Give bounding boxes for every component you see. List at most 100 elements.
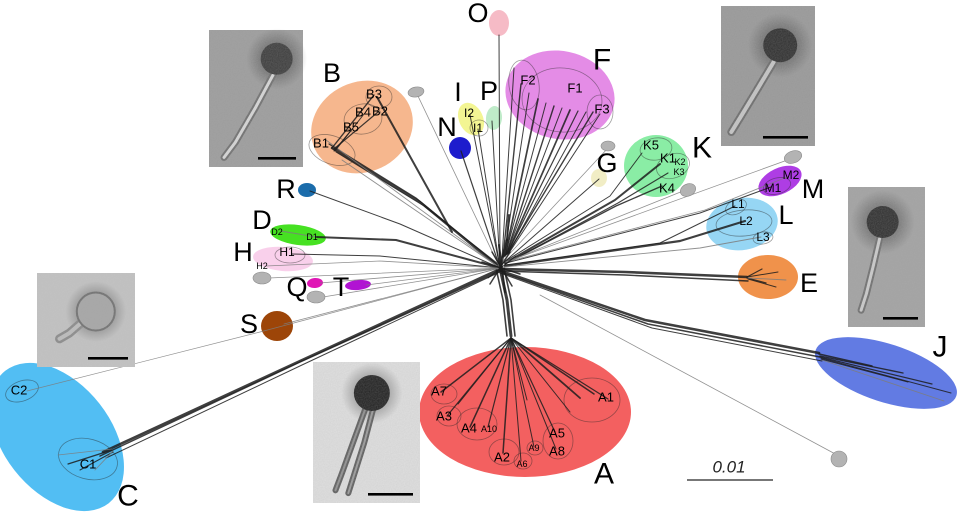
network-edge — [79, 451, 114, 471]
cluster-A-sublabel-A1: A1 — [598, 390, 614, 405]
network-edge — [291, 253, 501, 269]
network-edge — [505, 157, 794, 263]
cluster-I-sublabel-I2: I2 — [464, 106, 474, 120]
network-edge — [491, 120, 501, 269]
cluster-S-label: S — [240, 309, 258, 339]
cluster-N-ellipse — [449, 137, 471, 159]
network-edge — [510, 337, 557, 450]
cluster-M-ellipse — [758, 165, 802, 197]
cluster-C-suboutline-0 — [5, 379, 39, 403]
cluster-H-ellipse — [253, 246, 313, 272]
network-edge — [325, 139, 501, 269]
network-edge — [335, 151, 503, 268]
cluster-A-sublabel-A7: A7 — [431, 384, 447, 399]
cluster-B-suboutline-0 — [308, 134, 356, 166]
network-edge — [283, 267, 501, 325]
em-phage-bottom-left-scale-bar — [88, 357, 128, 360]
cluster-M-sublabel-M1: M1 — [765, 181, 782, 195]
cluster-A-sublabel-A5: A5 — [549, 426, 565, 441]
network-edge — [268, 267, 501, 279]
network-edge — [820, 358, 909, 383]
network-edge — [376, 96, 453, 233]
network-edge — [746, 268, 763, 278]
em-phage-right — [848, 187, 925, 327]
network-edge — [505, 176, 788, 263]
network-edge — [820, 357, 952, 394]
cluster-A-sublabel-A10: A10 — [481, 424, 497, 434]
network-edge — [510, 337, 528, 401]
network-edge — [510, 337, 609, 400]
network-edge — [101, 267, 502, 454]
cluster-D-sublabel-D2: D2 — [271, 227, 283, 237]
network-edge — [365, 267, 501, 286]
network-edge — [819, 355, 904, 374]
network-edge — [99, 270, 501, 457]
cluster-H-label: H — [233, 237, 253, 267]
em-phage-bottom-center-grain — [313, 362, 420, 503]
network-edge — [510, 337, 571, 413]
network-edge — [505, 188, 689, 263]
network-edge — [506, 110, 579, 255]
em-phage-top-left-grain — [209, 30, 303, 167]
subcluster-outlines-layer — [5, 59, 792, 481]
cluster-K-sublabel-K5: K5 — [643, 138, 659, 153]
cluster-P-label: P — [480, 76, 498, 106]
network-edge — [504, 98, 539, 257]
cluster-A-sublabel-A6: A6 — [516, 459, 527, 469]
em-phage-top-right-scale-bar — [763, 136, 808, 139]
network-edge — [501, 147, 609, 263]
cluster-O-ellipse — [489, 10, 509, 36]
em-phage-right-grain — [848, 187, 925, 327]
cluster-D-label: D — [252, 205, 272, 235]
gray-node-2 — [680, 183, 696, 197]
cluster-B-sublabel-B3: B3 — [366, 87, 382, 102]
gray-node-0 — [407, 86, 425, 98]
cluster-H-sublabel-H1: H1 — [279, 245, 295, 259]
network-edge — [504, 185, 663, 265]
cluster-T-ellipse — [345, 279, 371, 291]
network-edge — [747, 278, 777, 288]
network-edge — [319, 267, 501, 284]
cluster-C-label: C — [117, 480, 139, 513]
cluster-A-suboutline-5 — [513, 452, 533, 470]
cluster-L-sublabel-L3: L3 — [756, 230, 770, 244]
network-edge — [416, 93, 501, 269]
cluster-K-suboutline-0 — [639, 137, 673, 161]
cluster-N-label: N — [437, 112, 457, 142]
cluster-F-sublabel-F1: F1 — [567, 81, 582, 96]
cluster-A-sublabel-A4: A4 — [461, 421, 477, 436]
cluster-C-sublabel-C2: C2 — [11, 383, 28, 398]
cluster-C-ellipse — [0, 362, 124, 512]
network-edge — [510, 337, 522, 462]
gray-node-6 — [830, 450, 848, 468]
cluster-A-suboutline-3 — [456, 407, 498, 441]
cluster-B-label: B — [323, 58, 341, 88]
cluster-E-ellipse — [738, 255, 798, 299]
cluster-A-sublabel-A8: A8 — [549, 444, 565, 459]
network-edge — [499, 270, 749, 282]
network-edge — [508, 113, 601, 254]
cluster-L-sublabel-L1: L1 — [731, 197, 745, 211]
cluster-S-ellipse — [261, 311, 293, 341]
em-phage-bottom-left-grain — [37, 273, 135, 367]
em-images-layer — [37, 6, 925, 503]
cluster-B-suboutline-2 — [365, 85, 393, 109]
cluster-F-sublabel-F2: F2 — [520, 73, 535, 88]
cluster-A-sublabel-A9: A9 — [528, 443, 539, 453]
cluster-M-label: M — [802, 174, 825, 204]
cluster-B-sublabel-B2: B2 — [372, 104, 388, 119]
cluster-A-suboutline-1 — [430, 383, 458, 405]
network-edge — [505, 105, 555, 256]
network-edge — [498, 267, 749, 279]
network-edge — [503, 267, 516, 337]
cluster-F-ellipse — [505, 50, 615, 140]
cluster-B-sublabel-B5: B5 — [343, 120, 359, 135]
cluster-Q-ellipse — [307, 277, 323, 289]
cluster-L-label: L — [778, 200, 793, 230]
cluster-D-ellipse — [270, 224, 326, 246]
network-edge — [457, 337, 512, 405]
em-phage-bottom-center-scale-bar — [368, 493, 413, 496]
network-edge — [57, 448, 113, 456]
cluster-I-label: I — [454, 77, 462, 107]
network-edge — [510, 337, 581, 399]
